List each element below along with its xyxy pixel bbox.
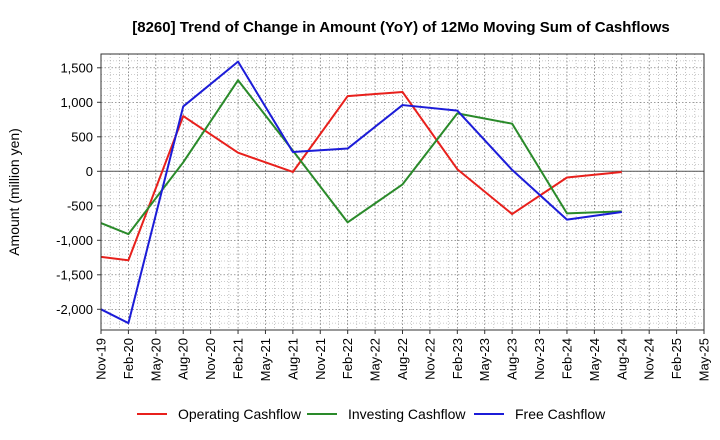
y-tick-label: -1,000 [56, 233, 93, 248]
x-tick-label: May-25 [697, 338, 712, 381]
chart-title: [8260] Trend of Change in Amount (YoY) o… [132, 19, 670, 36]
x-tick-label: May-22 [368, 338, 383, 381]
y-axis-label: Amount (million yen) [6, 128, 22, 256]
x-tick-label: Nov-24 [642, 338, 657, 380]
legend: Operating Cashflow Investing Cashflow Free… [137, 406, 606, 422]
x-tick-label: Aug-21 [285, 338, 300, 380]
legend-label-free-cashflow: Free Cashflow [515, 406, 606, 422]
y-tick-label: 500 [71, 129, 93, 144]
x-tick-label: Nov-20 [203, 338, 218, 380]
series-line-free-cashflow [100, 60, 622, 325]
y-tick-label: -1,500 [56, 267, 93, 282]
y-tick-label: 1,000 [60, 95, 93, 110]
series-line-operating-cashflow [100, 90, 622, 262]
x-tick-label: May-23 [477, 338, 492, 381]
x-tick-label: Feb-25 [669, 338, 684, 379]
x-tick-label: Aug-22 [395, 338, 410, 380]
gridlines [100, 53, 705, 331]
x-tick-label: Feb-24 [559, 338, 574, 379]
x-tick-label: Feb-23 [450, 338, 465, 379]
x-tick-label: Feb-20 [121, 338, 136, 379]
x-tick-label: Aug-20 [176, 338, 191, 380]
x-tick-label: May-24 [587, 338, 602, 381]
y-tick-label: 0 [86, 164, 93, 179]
y-tick-label: 1,500 [60, 60, 93, 75]
x-tick-label: Nov-21 [313, 338, 328, 380]
x-tick-label: Aug-23 [505, 338, 520, 380]
legend-label-operating-cashflow: Operating Cashflow [178, 406, 302, 422]
x-tick-label: Feb-21 [231, 338, 246, 379]
y-tick-label: -2,000 [56, 302, 93, 317]
x-axis-ticks: Nov-19 Feb-20 May-20 Aug-20 Nov-20 Feb-21 May-… [94, 330, 712, 381]
legend-label-investing-cashflow: Investing Cashflow [348, 406, 466, 422]
x-tick-label: Nov-19 [94, 338, 109, 380]
x-tick-label: May-20 [148, 338, 163, 381]
x-tick-label: Nov-23 [532, 338, 547, 380]
y-axis-ticks: -2,000 -1,500 -1,000 -500 0 500 1,000 1,500 [56, 60, 101, 317]
x-tick-label: May-21 [258, 338, 273, 381]
y-tick-label: -500 [67, 198, 93, 213]
x-tick-label: Nov-22 [422, 338, 437, 380]
x-tick-label: Feb-22 [340, 338, 355, 379]
series-lines [100, 60, 622, 325]
x-tick-label: Aug-24 [614, 338, 629, 380]
series-line-investing-cashflow [100, 79, 622, 236]
